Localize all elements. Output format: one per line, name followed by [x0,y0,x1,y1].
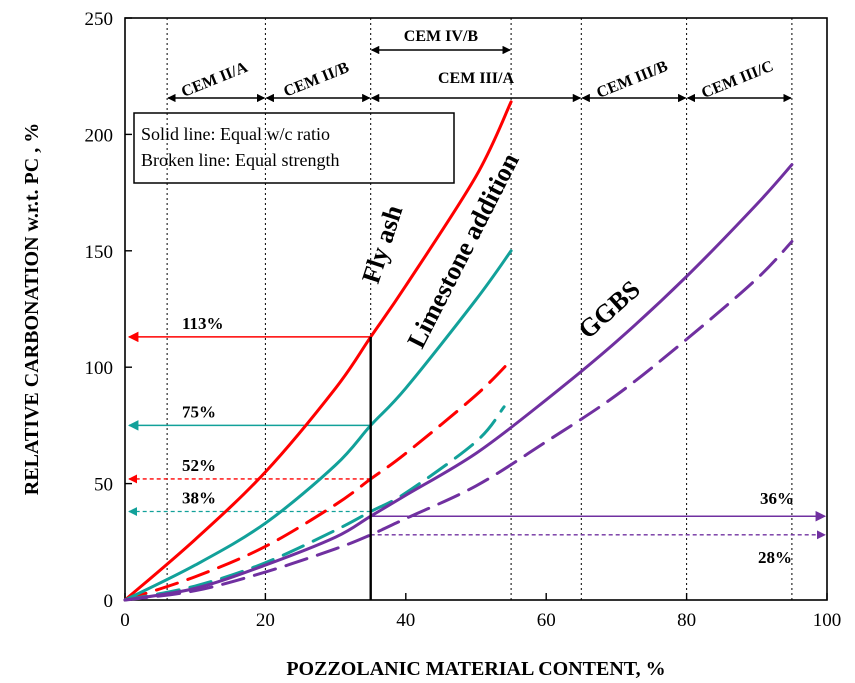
annotation-label: 38% [182,489,216,508]
cem-label: CEM III/A [438,70,514,87]
y-axis-title: RELATIVE CARBONATION w.r.t. PC , % [21,123,43,495]
y-tick-label: 200 [85,125,114,146]
series-line [123,239,794,602]
annotation-label: 52% [182,456,216,475]
annotation-label: 36% [760,489,794,508]
x-tick-label: 80 [677,610,696,631]
x-tick-label: 100 [813,610,842,631]
curve-label-fly-ash: Fly ash [356,201,409,287]
legend-box: Solid line: Equal w/c ratio Broken line:… [133,112,455,184]
annotation-label: 113% [182,314,224,333]
annotation-label: 75% [182,402,216,421]
legend-solid-line: Solid line: Equal w/c ratio [141,124,330,144]
x-tick-label: 40 [396,610,415,631]
legend-broken-line: Broken line: Equal strength [141,150,339,170]
y-tick-label: 0 [104,591,114,612]
y-tick-label: 100 [85,358,114,379]
series-line [123,100,513,602]
cem-label: CEM III/B [594,58,670,102]
series-line [123,405,506,602]
x-tick-label: 0 [120,610,130,631]
y-tick-label: 50 [94,475,113,496]
cem-label: CEM IV/B [404,28,479,45]
curve-label-ggbs: GGBS [573,275,646,345]
cem-label: CEM III/C [699,58,776,102]
plot-frame [124,17,828,601]
series-line [123,358,513,602]
cem-label: CEM II/B [281,59,352,101]
cem-label: CEM II/A [179,59,250,101]
annotation-label: 28% [758,548,792,567]
x-tick-label: 20 [256,610,275,631]
x-tick-label: 60 [537,610,556,631]
y-tick-label: 250 [85,9,114,30]
y-tick-label: 150 [85,242,114,263]
series-line [123,163,794,602]
series-line [123,249,513,602]
x-axis-title: POZZOLANIC MATERIAL CONTENT, % [286,658,665,680]
